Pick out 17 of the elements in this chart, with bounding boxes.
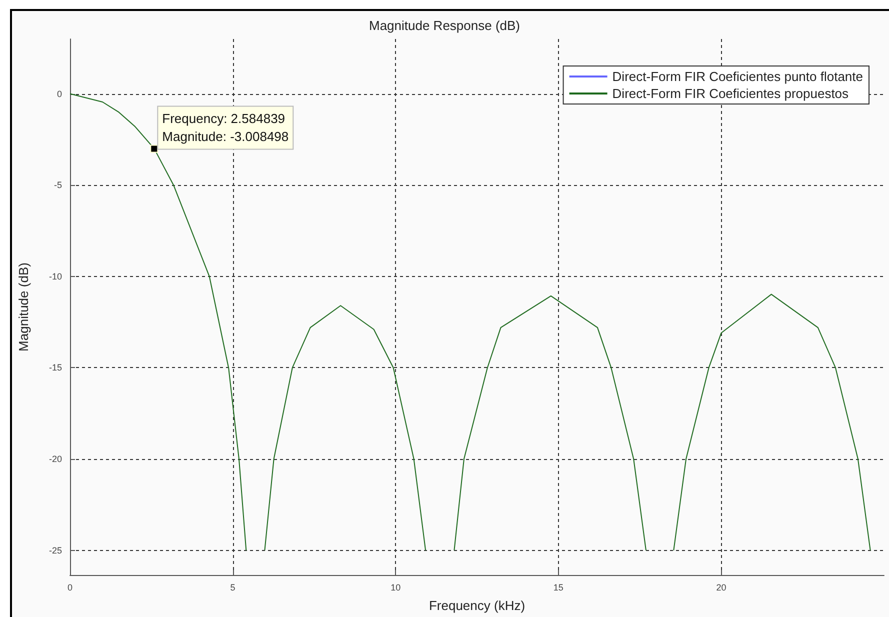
x-axis-title: Frequency (kHz) <box>428 598 526 613</box>
x-tick-label: 5 <box>230 582 236 592</box>
legend-label: Direct-Form FIR Coeficientes propuestos <box>612 86 850 101</box>
y-tick-label: -15 <box>48 362 62 373</box>
y-tick-label: -10 <box>48 271 62 282</box>
x-tick-label: 10 <box>390 582 401 592</box>
chart-title: Magnitude Response (dB) <box>368 18 520 33</box>
y-axis-title: Magnitude (dB) <box>16 262 31 352</box>
legend-label: Direct-Form FIR Coeficientes punto flotante <box>612 69 864 84</box>
y-tick-label: 0 <box>56 88 62 99</box>
x-tick-label: 20 <box>716 582 726 592</box>
x-tick-label: 15 <box>553 582 564 592</box>
annotation: Frequency: 2.584839 Magnitude: -3.008498 <box>162 111 289 144</box>
y-tick-label: -20 <box>48 454 62 464</box>
y-tick-label: -5 <box>54 180 62 190</box>
x-tick-label: 0 <box>67 582 73 592</box>
y-tick-label: -25 <box>48 545 62 556</box>
